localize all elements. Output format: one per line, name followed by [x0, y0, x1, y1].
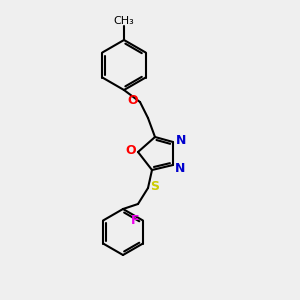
Text: CH₃: CH₃: [114, 16, 134, 26]
Text: S: S: [151, 181, 160, 194]
Text: O: O: [126, 145, 136, 158]
Text: N: N: [176, 134, 186, 148]
Text: F: F: [131, 214, 139, 227]
Text: O: O: [128, 94, 138, 107]
Text: N: N: [175, 161, 185, 175]
